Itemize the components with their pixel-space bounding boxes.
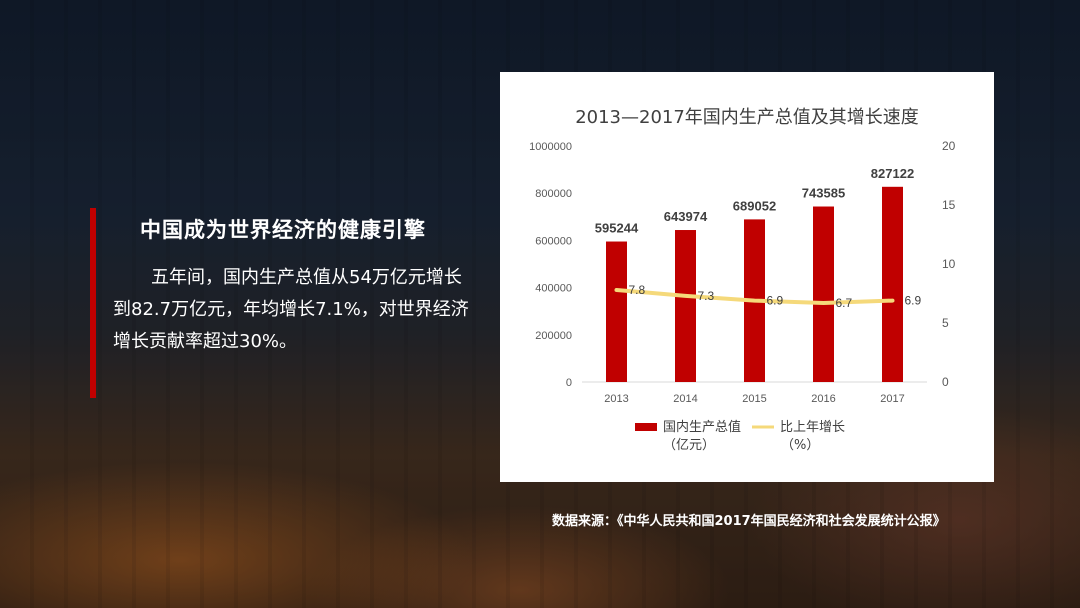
gdp-bar-data-label: 643974 [664,209,708,224]
gdp-bar [882,186,903,382]
slide-paragraph: 五年间，国内生产总值从54万亿元增长到82.7万亿元，年均增长7.1%，对世界经… [113,267,469,352]
growth-rate-data-label: 7.8 [629,283,646,297]
legend-growth-unit: （%） [781,438,819,453]
growth-rate-data-label: 6.7 [836,296,853,310]
gdp-bar-data-label: 743585 [802,186,845,201]
gdp-bar-data-label: 595244 [595,221,639,236]
gdp-bar [675,230,696,382]
left-axis-tick-label: 200000 [535,330,572,342]
legend-growth-label: 比上年增长 [780,420,845,435]
left-axis-tick-label: 400000 [535,283,572,295]
growth-rate-data-label: 7.3 [698,289,715,303]
growth-rate-line [614,287,895,305]
x-axis-tick-label: 2014 [673,393,697,405]
growth-rate-data-label: 6.9 [905,294,922,308]
gdp-bar [813,206,834,382]
gdp-bar-data-label: 689052 [733,198,776,213]
right-axis-tick-label: 5 [942,316,949,330]
right-axis-tick-label: 20 [942,139,956,153]
x-axis-tick-label: 2015 [742,393,766,405]
gdp-chart: 2013—2017年国内生产总值及其增长速度 0 200000 400000 60000… [529,107,956,453]
chart-panel: 2013—2017年国内生产总值及其增长速度 0 200000 400000 60000… [500,72,994,482]
right-axis-tick-label: 15 [942,198,956,212]
accent-bar [90,208,96,398]
slide-heading: 中国成为世界经济的健康引擎 [140,218,426,242]
data-source-note: 数据来源：《中华人民共和国2017年国民经济和社会发展统计公报》 [552,514,946,529]
legend-gdp-label: 国内生产总值 [663,419,741,435]
x-axis-tick-label: 2016 [811,393,835,405]
left-axis-tick-label: 600000 [535,235,572,247]
left-axis-tick-label: 1000000 [529,141,572,153]
growth-rate-data-label: 6.9 [767,294,784,308]
left-axis-tick-label: 800000 [535,188,572,200]
right-axis-tick-label: 0 [942,375,949,389]
left-axis-tick-label: 0 [566,377,572,389]
right-axis-tick-label: 10 [942,257,956,271]
gdp-bar [606,241,627,382]
x-axis-tick-label: 2017 [880,393,904,405]
legend-gdp-unit: （亿元） [663,438,715,453]
gdp-bar-data-label: 827122 [871,166,914,181]
x-axis-tick-label: 2013 [604,393,628,405]
legend-gdp-swatch [635,423,657,431]
chart-title: 2013—2017年国内生产总值及其增长速度 [575,107,919,128]
